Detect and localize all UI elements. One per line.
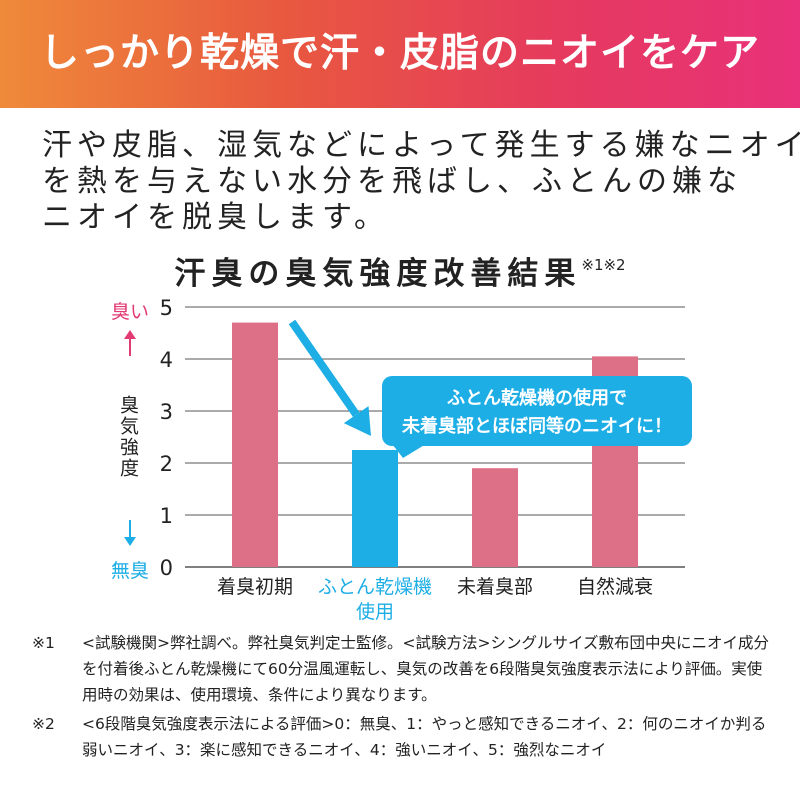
x-tick-label: 着臭初期 — [217, 576, 293, 598]
callout-bubble — [382, 376, 692, 446]
chart-title-block: 汗臭の臭気強度改善結果※1※2 — [0, 248, 800, 293]
footnote-2: ※2 <6段階臭気強度表示法による評価>0：無臭、1：やっと感知できるニオイ、2… — [32, 711, 772, 763]
banner-title: しっかり乾燥で汗・皮脂のニオイをケア — [39, 31, 760, 76]
x-tick-label: 自然減衰 — [577, 576, 653, 598]
bar — [472, 468, 518, 567]
x-tick-label: 未着臭部 — [457, 576, 533, 598]
y-axis-label: 臭気強度 — [117, 395, 139, 479]
intro-line: ニオイを脱臭します。 — [42, 200, 389, 235]
callout-text: 未着臭部とほぼ同等のニオイに！ — [402, 415, 672, 437]
footnote-text: <6段階臭気強度表示法による評価>0：無臭、1：やっと感知できるニオイ、2：何の… — [82, 715, 767, 759]
title-banner — [0, 0, 800, 108]
callout-tail — [392, 444, 426, 458]
y-tick-label: 2 — [160, 452, 173, 476]
intro-line: 汗や皮脂、湿気などによって発生する嫌なニオイ — [42, 128, 800, 163]
y-tick-label: 0 — [160, 556, 173, 580]
bar — [352, 450, 398, 567]
chart-title-note: ※1※2 — [581, 256, 626, 274]
y-tick-label: 5 — [160, 296, 173, 320]
down-arrow-head-icon — [124, 537, 136, 546]
footnote-text: <試験機関>弊社調べ。弊社臭気判定士監修。<試験方法>シングルサイズ敷布団中央に… — [82, 634, 769, 704]
scale-top-label: 臭い — [111, 301, 149, 323]
footnote-mark: ※2 — [32, 715, 55, 733]
pointer-arrow-icon — [288, 319, 360, 417]
intro-text: 汗や皮脂、湿気などによって発生する嫌なニオイ を熱を与えない水分を飛ばし、ふとん… — [42, 128, 800, 236]
footnote-1: ※1 <試験機関>弊社調べ。弊社臭気判定士監修。<試験方法>シングルサイズ敷布団… — [32, 630, 772, 708]
scale-bottom-label: 無臭 — [111, 560, 149, 582]
bar — [232, 322, 278, 567]
footnotes: ※1 <試験機関>弊社調べ。弊社臭気判定士監修。<試験方法>シングルサイズ敷布団… — [32, 630, 772, 766]
chart-title: 汗臭の臭気強度改善結果 — [174, 256, 582, 292]
up-arrow-head-icon — [124, 330, 136, 339]
y-tick-label: 3 — [160, 400, 173, 424]
y-tick-label: 1 — [160, 504, 173, 528]
pointer-arrow-head-icon — [343, 406, 371, 436]
callout-text: ふとん乾燥機の使用で — [447, 387, 627, 409]
y-tick-label: 4 — [160, 348, 173, 372]
x-tick-label: ふとん乾燥機使用 — [318, 576, 432, 623]
footnote-mark: ※1 — [32, 634, 55, 652]
intro-line: を熱を与えない水分を飛ばし、ふとんの嫌な — [42, 164, 742, 199]
